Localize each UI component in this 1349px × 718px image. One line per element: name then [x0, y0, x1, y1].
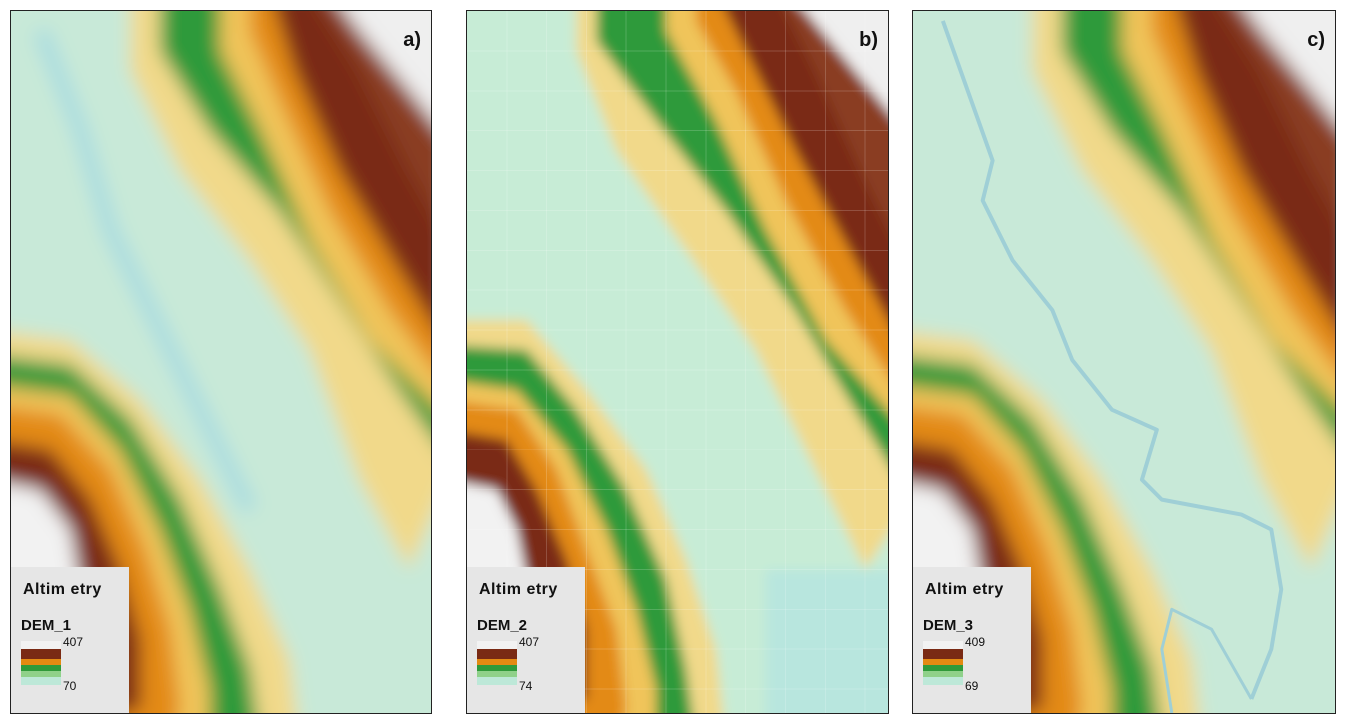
legend-c: Altim etry DEM_3 409 69 — [913, 567, 1031, 713]
legend-max-value: 409 — [965, 635, 986, 649]
legend-layer-name: DEM_2 — [477, 617, 528, 634]
legend-layer-name: DEM_1 — [21, 617, 72, 634]
panel-label-c: c) — [1307, 29, 1325, 51]
legend-title: Altim etry — [23, 581, 102, 598]
stream-channel — [940, 20, 1284, 700]
map-panel-c: c) Altim etry DEM_3 409 69 — [912, 10, 1336, 714]
legend-max-value: 407 — [63, 635, 84, 649]
legend-min-value: 69 — [965, 679, 979, 693]
legend-min-value: 74 — [519, 679, 533, 693]
legend-color-ramp — [21, 641, 61, 685]
map-panel-b: b) Altim etry DEM_2 407 74 — [466, 10, 889, 714]
legend-color-ramp — [923, 641, 963, 685]
map-panel-a: a) Altim etry DEM_1 407 70 — [10, 10, 432, 714]
legend-b: Altim etry DEM_2 407 74 — [467, 567, 585, 713]
panel-label-a: a) — [403, 29, 421, 51]
panel-label-b: b) — [859, 29, 878, 51]
legend-layer-name: DEM_3 — [923, 617, 974, 634]
legend-title: Altim etry — [925, 581, 1004, 598]
legend-max-value: 407 — [519, 635, 540, 649]
legend-title: Altim etry — [479, 581, 558, 598]
legend-min-value: 70 — [63, 679, 77, 693]
legend-a: Altim etry DEM_1 407 70 — [11, 567, 129, 713]
legend-color-ramp — [477, 641, 517, 685]
